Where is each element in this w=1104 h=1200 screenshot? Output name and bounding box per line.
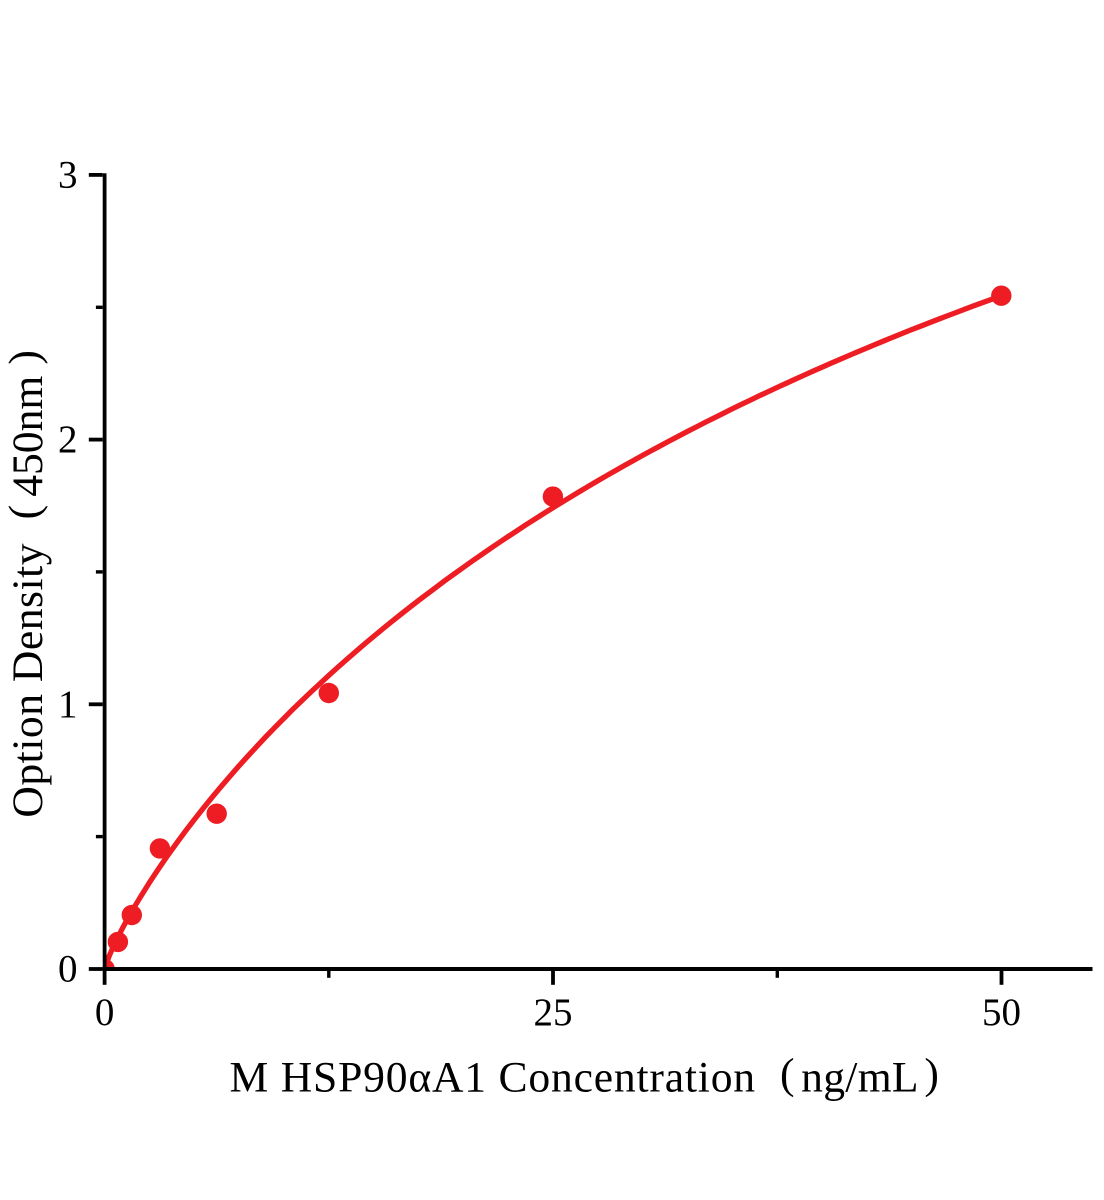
svg-text:(: (: [780, 1050, 795, 1098]
svg-text:450nm: 450nm: [4, 376, 52, 497]
svg-text:ng/mL: ng/mL: [801, 1053, 919, 1101]
svg-text:1: 1: [58, 683, 78, 726]
svg-text:25: 25: [534, 991, 573, 1034]
svg-text:): ): [924, 1050, 939, 1098]
svg-text:2: 2: [58, 418, 78, 461]
svg-text:0: 0: [58, 948, 78, 991]
svg-text:(: (: [1, 505, 49, 520]
svg-text:): ): [1, 350, 49, 365]
svg-text:50: 50: [982, 991, 1021, 1034]
svg-text:M HSP90αA1 Concentration: M HSP90αA1 Concentration: [230, 1053, 756, 1101]
svg-text:Option Density: Option Density: [4, 543, 52, 818]
svg-text:3: 3: [58, 154, 78, 197]
svg-text:0: 0: [95, 991, 115, 1034]
